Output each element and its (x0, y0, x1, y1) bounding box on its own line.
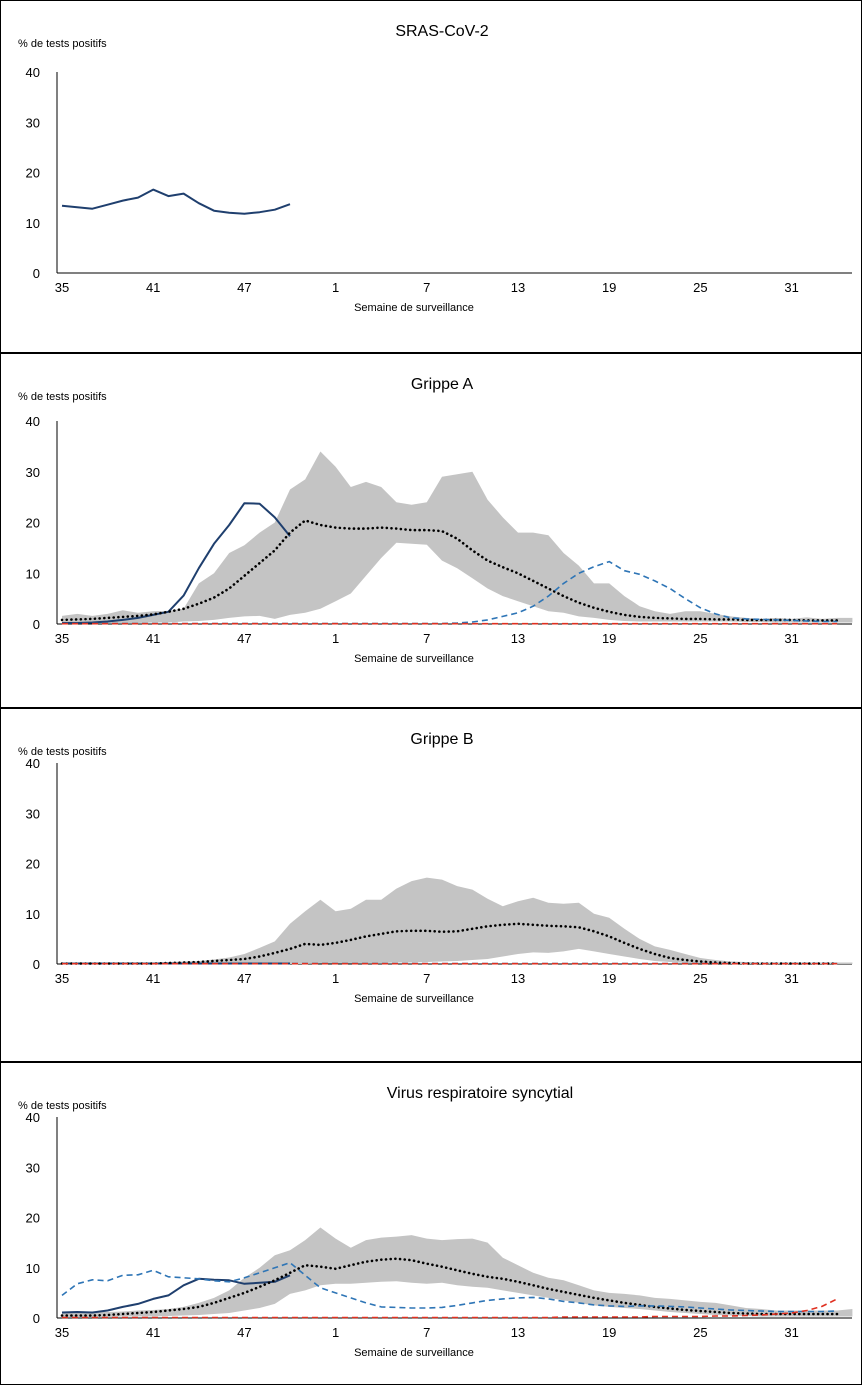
y-tick-label: 40 (26, 65, 40, 80)
x-tick-label: 41 (146, 631, 160, 646)
y-tick-label: 0 (33, 957, 40, 972)
y-tick-label: 0 (33, 266, 40, 281)
chart-panel-vrs: 0 10 20 30 40 35 41 47 1 7 13 19 25 31 % de tests posi… (0, 1062, 862, 1385)
x-tick-label: 25 (693, 1325, 707, 1340)
x-tick-label: 19 (602, 280, 616, 295)
y-tick-label: 40 (26, 414, 40, 429)
historical-range-band (62, 877, 853, 964)
x-tick-label: 31 (784, 1325, 798, 1340)
y-tick-label: 30 (26, 115, 40, 130)
x-tick-label: 31 (784, 971, 798, 986)
chart-panel-grippe-a: 0 10 20 30 40 35 41 47 1 7 13 19 25 31 % de tests posi… (0, 353, 862, 708)
series-line-dotted (60, 922, 839, 965)
x-axis-label: Semaine de surveillance (354, 993, 474, 1005)
series-line-solid (61, 188, 291, 215)
x-tick-label: 47 (237, 971, 251, 986)
x-tick-label: 47 (237, 1325, 251, 1340)
y-axis-label: % de tests positifs (18, 38, 107, 50)
x-tick-label: 25 (693, 631, 707, 646)
y-tick-label: 10 (26, 566, 40, 581)
x-tick-label: 25 (693, 280, 707, 295)
x-tick-label: 41 (146, 1325, 160, 1340)
y-tick-label: 40 (26, 756, 40, 771)
x-tick-label: 13 (511, 631, 525, 646)
historical-range-band (62, 1227, 853, 1317)
series-line-dotted (60, 1257, 839, 1317)
x-tick-label: 1 (332, 631, 339, 646)
chart-panel-grippe-b: 0 10 20 30 40 35 41 47 1 7 13 19 25 31 % de tests posi… (0, 708, 862, 1062)
panel-frame (0, 0, 862, 353)
x-tick-label: 19 (602, 631, 616, 646)
y-tick-label: 0 (33, 617, 40, 632)
x-tick-label: 35 (55, 631, 69, 646)
x-tick-label: 31 (784, 280, 798, 295)
x-tick-label: 1 (332, 280, 339, 295)
x-tick-label: 47 (237, 280, 251, 295)
y-tick-label: 0 (33, 1311, 40, 1326)
y-axis-label: % de tests positifs (18, 746, 107, 758)
chart-title: Grippe B (410, 731, 473, 748)
y-axis-label: % de tests positifs (18, 391, 107, 403)
series-line-dashed (62, 560, 838, 625)
x-tick-label: 31 (784, 631, 798, 646)
x-tick-label: 41 (146, 280, 160, 295)
chart-title: Virus respiratoire syncytial (387, 1085, 573, 1102)
x-tick-label: 35 (55, 280, 69, 295)
chart-title: SRAS-CoV-2 (395, 23, 488, 40)
y-tick-label: 10 (26, 216, 40, 231)
x-tick-label: 7 (423, 1325, 430, 1340)
y-tick-label: 30 (26, 1160, 40, 1175)
x-axis-label: Semaine de surveillance (354, 653, 474, 665)
series-line-dashed (61, 1261, 838, 1313)
series-line-dotted (60, 519, 839, 622)
x-tick-label: 7 (423, 631, 430, 646)
chart-title: Grippe A (411, 376, 474, 393)
x-axis-label: Semaine de surveillance (354, 302, 474, 314)
panel-frame (0, 1062, 862, 1385)
y-tick-label: 30 (26, 465, 40, 480)
y-tick-label: 30 (26, 806, 40, 821)
y-axis-label: % de tests positifs (18, 1100, 107, 1112)
x-tick-label: 13 (511, 971, 525, 986)
y-tick-label: 20 (26, 857, 40, 872)
x-tick-label: 47 (237, 631, 251, 646)
x-tick-label: 35 (55, 1325, 69, 1340)
x-tick-label: 25 (693, 971, 707, 986)
series-line-solid (62, 502, 291, 624)
x-tick-label: 1 (332, 971, 339, 986)
y-tick-label: 10 (26, 907, 40, 922)
x-tick-label: 7 (423, 280, 430, 295)
y-tick-label: 40 (26, 1110, 40, 1125)
x-tick-label: 7 (423, 971, 430, 986)
x-tick-label: 1 (332, 1325, 339, 1340)
x-tick-label: 13 (511, 280, 525, 295)
y-tick-label: 10 (26, 1261, 40, 1276)
y-tick-label: 20 (26, 1211, 40, 1226)
series-line-solid (61, 1274, 291, 1314)
x-tick-label: 35 (55, 971, 69, 986)
x-tick-label: 13 (511, 1325, 525, 1340)
y-tick-label: 20 (26, 516, 40, 531)
historical-range-band (62, 451, 853, 623)
x-axis-label: Semaine de surveillance (354, 1347, 474, 1359)
chart-panel-sras-cov-2: 0 10 20 30 40 35 41 47 1 7 13 19 25 31 % de tests posi… (0, 0, 862, 353)
x-tick-label: 19 (602, 971, 616, 986)
x-tick-label: 19 (602, 1325, 616, 1340)
x-tick-label: 41 (146, 971, 160, 986)
y-tick-label: 20 (26, 166, 40, 181)
